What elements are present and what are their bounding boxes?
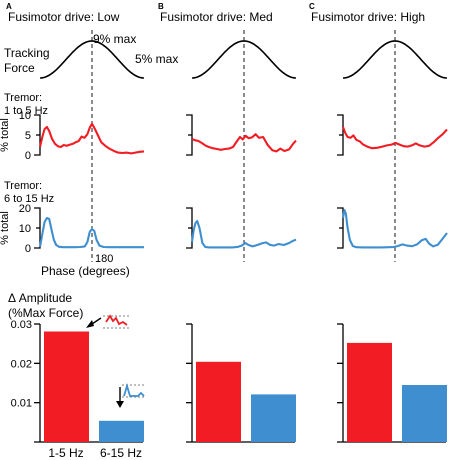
low-band-label-line2: 1 to 5 Hz [4, 105, 48, 117]
tremor-6-15hz-line-b [190, 219, 297, 249]
force-min-label: 5% max [135, 52, 178, 66]
tracking-label-line2: Force [4, 61, 35, 75]
high-band-tick-20: 20 [19, 203, 31, 215]
inset-low-wave [105, 314, 128, 326]
panel-title-c: Fusimotor drive: High [311, 10, 425, 24]
tracking-label-line1: Tracking [4, 46, 50, 60]
panel-letter-b: B [158, 2, 164, 11]
panel-title-a: Fusimotor drive: Low [8, 10, 120, 24]
phase-xlabel: Phase (degrees) [41, 264, 130, 278]
high-band-label-line2: 6 to 15 Hz [4, 193, 54, 205]
bar-category-1: 6-15 Hz [100, 446, 142, 460]
tremor-6-15hz-line-c-group [341, 208, 448, 249]
bar-c-high-band [402, 385, 447, 442]
high-band-tick-0: 0 [25, 243, 31, 255]
panel-letter-c: C [309, 2, 315, 11]
low-band-tick-10: 10 [19, 110, 31, 122]
bar-ytick-label-0.03: 0.03 [11, 319, 32, 331]
amplitude-inset-low-icon [86, 314, 130, 329]
low-band-tick-5: 5 [25, 130, 31, 142]
amplitude-inset-high-icon [116, 382, 146, 408]
inset-low-arrowhead [86, 320, 94, 328]
bar-c-low-band [347, 342, 392, 442]
tremor-1-5hz-line-b-group [191, 133, 297, 153]
tremor-6-15hz-line-a-group [38, 216, 145, 249]
high-band-ylabel: % total [0, 211, 11, 245]
bar-ylabel-line2: (%Max Force) [8, 306, 83, 320]
high-band-label-line1: Tremor: [4, 180, 42, 192]
bar-b-low-band [196, 361, 241, 442]
inset-high-arrowhead [116, 401, 124, 408]
low-band-tick-0: 0 [25, 150, 31, 162]
low-band-ylabel: % total [0, 118, 11, 152]
panel-title-b: Fusimotor drive: Med [160, 10, 273, 24]
panel-letter-a: A [6, 2, 12, 11]
tremor-1-5hz-line-c-group [342, 126, 448, 150]
phase-tick-180: 180 [95, 253, 113, 265]
bar-ytick-label-0.01: 0.01 [11, 398, 32, 410]
low-band-label-line1: Tremor: [4, 92, 42, 104]
tremor-6-15hz-line-a [38, 216, 144, 249]
tremor-1-5hz-line-a-group [38, 122, 145, 155]
bar-ytick-label-0.02: 0.02 [11, 358, 32, 370]
bar-ylabel-line1: Δ Amplitude [8, 291, 72, 305]
bar-a-high-band [99, 420, 144, 442]
inset-high-wave [123, 382, 145, 397]
bar-category-0: 1-5 Hz [48, 446, 83, 460]
force-max-label: 9% max [93, 32, 136, 46]
bar-a-low-band [44, 331, 89, 442]
tremor-6-15hz-line-c [341, 208, 448, 249]
bar-b-high-band [251, 394, 296, 442]
tremor-6-15hz-line-b-group [190, 219, 297, 249]
high-band-tick-10: 10 [19, 223, 31, 235]
